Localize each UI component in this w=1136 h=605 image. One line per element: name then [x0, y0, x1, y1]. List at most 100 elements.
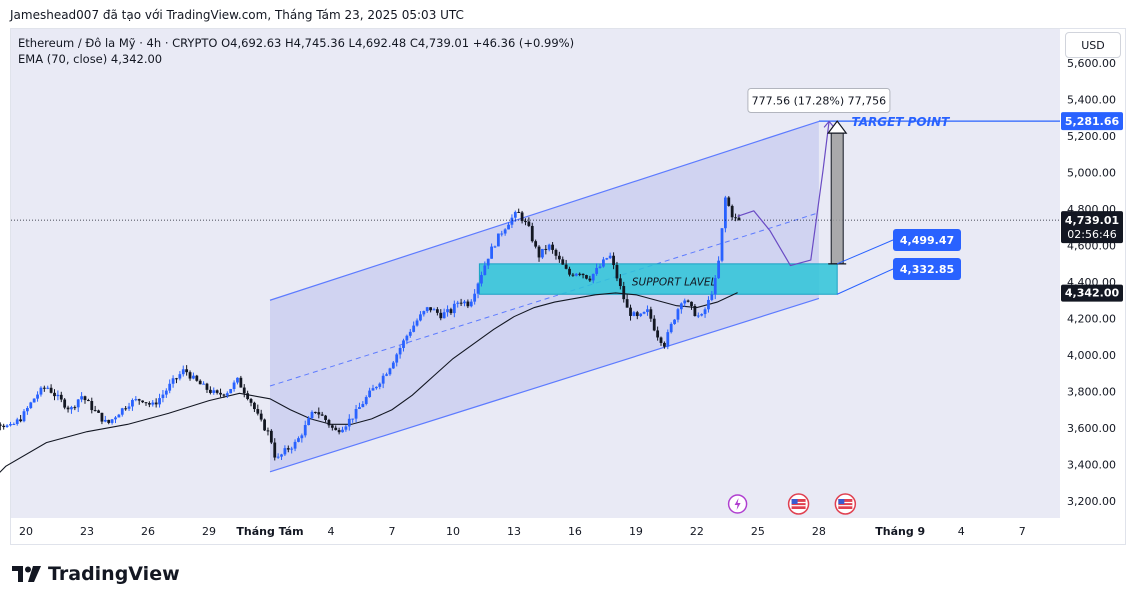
candle[interactable] — [544, 245, 548, 255]
candle[interactable] — [713, 275, 717, 300]
candle[interactable] — [256, 404, 260, 416]
candle[interactable] — [402, 338, 405, 352]
candle[interactable] — [652, 315, 656, 332]
candle[interactable] — [303, 420, 307, 438]
candle[interactable] — [293, 439, 297, 452]
candle[interactable] — [551, 242, 554, 254]
lightning-icon[interactable] — [727, 494, 748, 514]
support-zone-rect[interactable] — [478, 263, 838, 295]
candle[interactable] — [90, 397, 94, 414]
candle[interactable] — [63, 397, 67, 410]
candle[interactable] — [686, 299, 690, 303]
candle[interactable] — [642, 311, 646, 315]
candle[interactable] — [696, 312, 700, 319]
candle[interactable] — [422, 310, 426, 317]
candle[interactable] — [324, 414, 327, 423]
current-price-badge[interactable] — [1061, 211, 1123, 244]
candle[interactable] — [314, 411, 317, 414]
candle[interactable] — [608, 252, 612, 260]
candle[interactable] — [32, 398, 36, 403]
candle[interactable] — [59, 391, 63, 403]
candle[interactable] — [198, 379, 202, 385]
candle[interactable] — [730, 204, 734, 221]
candle[interactable] — [358, 402, 361, 410]
candle[interactable] — [496, 233, 500, 247]
candle[interactable] — [70, 405, 73, 414]
candle[interactable] — [500, 230, 504, 237]
candle[interactable] — [510, 214, 514, 229]
candle[interactable] — [388, 367, 392, 376]
candle[interactable] — [225, 391, 229, 399]
candle[interactable] — [219, 388, 222, 398]
candle[interactable] — [29, 401, 33, 410]
candle[interactable] — [666, 329, 670, 350]
candle[interactable] — [36, 391, 39, 402]
target-price-badge[interactable] — [1061, 112, 1123, 131]
us-flag-icon[interactable] — [787, 493, 810, 515]
candle[interactable] — [534, 239, 538, 249]
candle[interactable] — [707, 296, 710, 313]
candle[interactable] — [154, 398, 158, 408]
candle[interactable] — [554, 248, 558, 260]
candle[interactable] — [25, 406, 29, 415]
candle[interactable] — [602, 256, 605, 268]
candle[interactable] — [22, 409, 26, 423]
candle[interactable] — [591, 273, 595, 284]
candle[interactable] — [673, 319, 676, 325]
candle[interactable] — [344, 425, 348, 432]
candle[interactable] — [46, 385, 50, 390]
candle[interactable] — [676, 307, 680, 323]
candle[interactable] — [612, 252, 615, 270]
candle[interactable] — [83, 395, 87, 404]
candle[interactable] — [490, 243, 493, 259]
candle[interactable] — [117, 413, 121, 418]
candle[interactable] — [15, 417, 19, 426]
candle[interactable] — [527, 217, 531, 228]
candle[interactable] — [635, 310, 639, 320]
candle[interactable] — [164, 388, 168, 398]
candle[interactable] — [283, 445, 287, 457]
candle[interactable] — [56, 390, 60, 401]
candle[interactable] — [476, 282, 480, 299]
candle[interactable] — [429, 307, 433, 313]
candle[interactable] — [120, 407, 124, 417]
candle[interactable] — [524, 218, 527, 226]
candle[interactable] — [618, 274, 622, 290]
candle[interactable] — [151, 400, 155, 407]
candle[interactable] — [656, 326, 660, 341]
candle[interactable] — [66, 405, 70, 413]
candle[interactable] — [459, 298, 463, 306]
candle[interactable] — [683, 298, 687, 307]
candle[interactable] — [330, 424, 334, 431]
candle[interactable] — [320, 411, 324, 416]
level-badge[interactable] — [893, 258, 961, 280]
candle[interactable] — [307, 416, 311, 426]
candle[interactable] — [568, 266, 571, 277]
candle[interactable] — [137, 398, 141, 405]
candle[interactable] — [371, 384, 375, 391]
candle[interactable] — [547, 243, 551, 252]
candle[interactable] — [222, 393, 226, 398]
candle[interactable] — [242, 384, 246, 398]
candle[interactable] — [517, 208, 521, 213]
candle[interactable] — [415, 318, 419, 327]
candle[interactable] — [273, 438, 277, 461]
candle[interactable] — [97, 409, 100, 414]
candle[interactable] — [700, 313, 704, 317]
candle[interactable] — [141, 400, 144, 404]
candle[interactable] — [452, 300, 456, 318]
candle[interactable] — [171, 375, 175, 388]
candle[interactable] — [215, 389, 219, 395]
candle[interactable] — [310, 410, 314, 420]
candle[interactable] — [419, 311, 422, 322]
candle[interactable] — [632, 310, 636, 317]
candle[interactable] — [80, 392, 84, 403]
candle[interactable] — [507, 222, 510, 230]
candle[interactable] — [368, 387, 372, 398]
candle[interactable] — [473, 289, 477, 305]
candle[interactable] — [537, 245, 541, 262]
candle[interactable] — [229, 388, 233, 394]
candle[interactable] — [341, 426, 344, 433]
candle[interactable] — [103, 415, 107, 423]
candle[interactable] — [710, 291, 714, 302]
